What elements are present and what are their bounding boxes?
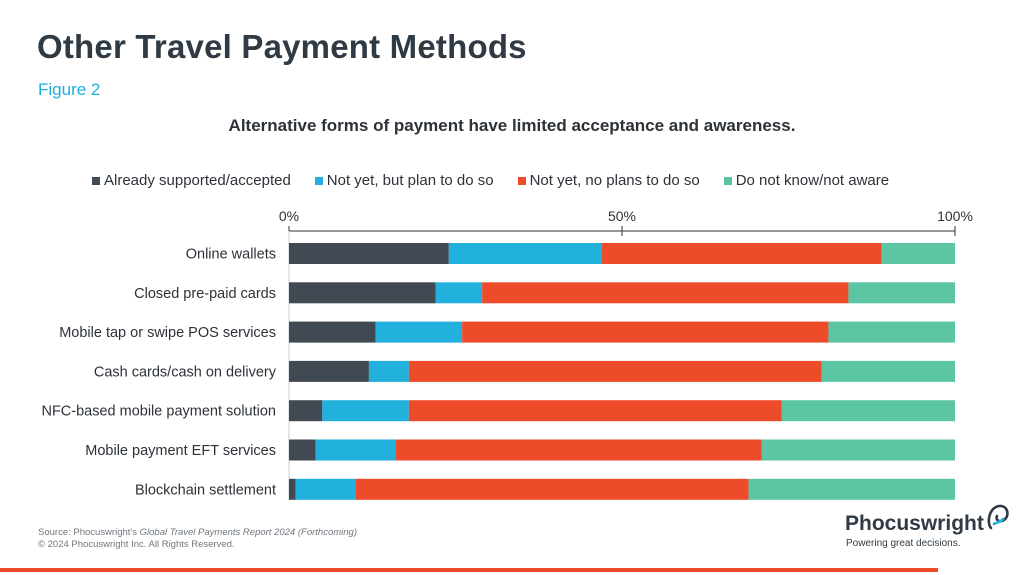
bar-segment — [408, 360, 822, 382]
bar-segment — [748, 478, 955, 500]
bar-segment — [289, 360, 369, 382]
bar-segment — [828, 321, 955, 343]
legend-item-unaware: Do not know/not aware — [723, 172, 890, 189]
legend-item-already: Already supported/accepted — [92, 172, 291, 189]
page-title: Other Travel Payment Methods — [37, 28, 527, 65]
category-label: Cash cards/cash on delivery — [94, 364, 277, 380]
bar-segment — [295, 478, 356, 500]
category-label: NFC-based mobile payment solution — [41, 404, 276, 420]
legend-item-no-plans: Not yet, no plans to do so — [517, 172, 700, 189]
bar-segment — [375, 321, 463, 343]
chart-title: Alternative forms of payment have limite… — [228, 116, 796, 135]
bar-segment — [395, 439, 762, 461]
category-label: Closed pre-paid cards — [134, 286, 276, 302]
bar-segment — [322, 400, 409, 422]
x-tick-label: 0% — [279, 208, 299, 224]
chart-legend: Already supported/accepted Not yet, but … — [92, 172, 889, 189]
legend-swatch-already — [92, 176, 100, 185]
category-label: Blockchain settlement — [135, 482, 276, 498]
source-report-title: Global Travel Payments Report 2024 (Fort… — [139, 527, 357, 538]
source-note: Source: Phocuswright's Global Travel Pay… — [38, 526, 357, 539]
bar-segment — [821, 360, 955, 382]
bar-segment — [435, 282, 483, 304]
legend-label-already: Already supported/accepted — [104, 172, 291, 189]
x-tick-label: 50% — [608, 208, 636, 224]
legend-label-unaware: Do not know/not aware — [735, 172, 890, 189]
bar-segment — [462, 321, 829, 343]
bar-segment — [448, 243, 603, 264]
bar-segment — [848, 282, 955, 304]
brand-name: Phocuswright — [845, 512, 984, 535]
bar-segment — [482, 282, 849, 304]
bar-segment — [289, 439, 316, 461]
bottom-rule — [0, 568, 938, 572]
bar-segment — [408, 400, 782, 422]
figure-label: Figure 2 — [38, 80, 101, 99]
bar-segment — [289, 478, 296, 500]
copyright-note: © 2024 Phocuswright Inc. All Rights Rese… — [38, 539, 235, 550]
bar-segment — [355, 478, 749, 500]
legend-label-plan: Not yet, but plan to do so — [326, 172, 494, 189]
bar-segment — [289, 282, 436, 304]
brand-logo: Phocuswright Powering great decisions. — [845, 502, 1015, 552]
bar-segment — [602, 243, 882, 264]
bar-segment — [368, 360, 409, 382]
brand-tagline: Powering great decisions. — [846, 538, 961, 549]
bar-segment — [289, 321, 376, 343]
speech-bubble-icon — [987, 504, 1009, 530]
bar-segment — [761, 439, 955, 461]
legend-swatch-unaware — [723, 176, 732, 185]
source-prefix: Source: Phocuswright's — [38, 527, 140, 538]
bar-segment — [289, 243, 449, 264]
bar-segment — [289, 400, 323, 422]
legend-swatch-plan — [314, 176, 323, 185]
legend-label-no-plans: Not yet, no plans to do so — [529, 172, 700, 189]
category-label: Mobile tap or swipe POS services — [59, 325, 276, 341]
bar-segment — [881, 243, 955, 264]
bar-segment — [315, 439, 396, 461]
legend-swatch-no-plans — [517, 176, 526, 185]
category-label: Online wallets — [186, 247, 276, 263]
category-label: Mobile payment EFT services — [85, 443, 276, 459]
legend-item-plan: Not yet, but plan to do so — [314, 172, 494, 189]
bar-segment — [781, 400, 955, 422]
x-tick-label: 100% — [937, 208, 973, 224]
